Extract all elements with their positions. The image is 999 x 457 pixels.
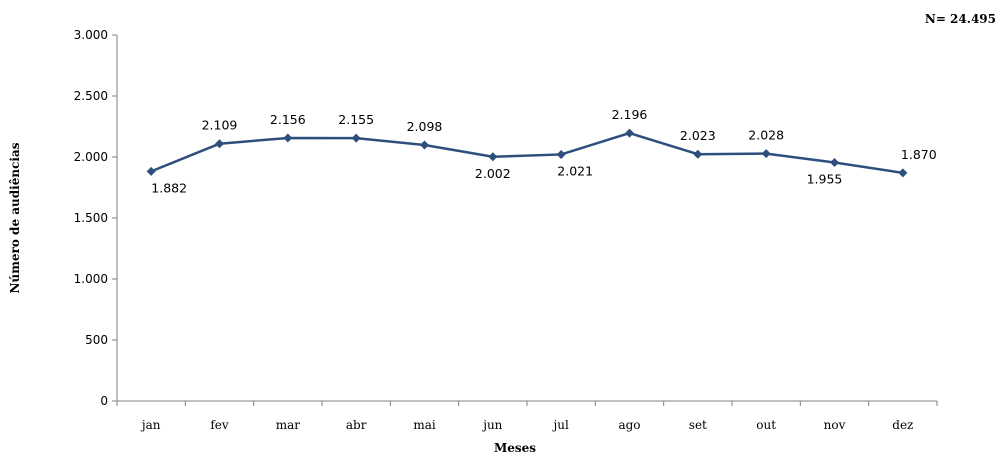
data-label: 1.870 (901, 147, 937, 162)
data-label: 2.098 (407, 119, 443, 134)
data-label: 2.155 (338, 112, 374, 127)
data-point-marker (761, 149, 771, 159)
data-label: 2.156 (270, 112, 306, 127)
data-label: 2.002 (475, 166, 511, 181)
y-tick-label: 2.500 (74, 89, 108, 103)
y-tick-label: 3.000 (74, 28, 108, 42)
y-tick-label: 2.000 (74, 150, 108, 164)
x-tick-label: jun (481, 418, 502, 432)
data-point-marker (625, 128, 634, 138)
y-tick-label: 1.500 (74, 211, 108, 225)
data-point-marker (146, 166, 156, 176)
data-label: 2.196 (612, 107, 648, 122)
data-point-marker (215, 139, 224, 149)
data-label: 2.021 (557, 163, 593, 178)
data-label: 1.955 (807, 171, 843, 186)
x-tick-label: out (756, 418, 776, 432)
data-point-marker (898, 168, 908, 178)
data-label: 2.109 (202, 118, 238, 133)
y-axis-title: Número de audiências (8, 142, 22, 293)
x-tick-label: nov (824, 418, 846, 432)
x-tick-label: fev (210, 418, 229, 432)
y-tick-label: 0 (100, 394, 108, 408)
data-point-marker (556, 149, 566, 159)
data-point-marker (420, 140, 429, 150)
y-tick-label: 1.000 (74, 272, 108, 286)
data-point-marker (488, 152, 498, 162)
x-tick-label: mai (413, 418, 436, 432)
y-tick-label: 500 (85, 333, 108, 347)
data-label: 2.023 (680, 128, 716, 143)
series-group (146, 128, 908, 178)
x-tick-label: jan (140, 418, 161, 432)
x-tick-label: dez (892, 418, 913, 432)
x-tick-label: set (689, 418, 707, 432)
data-point-marker (693, 149, 703, 159)
x-tick-label: jul (552, 418, 569, 432)
data-label: 1.882 (151, 180, 187, 195)
x-axis-title: Meses (494, 441, 536, 455)
x-axis-ticks: jan fev mar abr mai jun jul ago set out nov dez (116, 401, 938, 432)
x-tick-label: abr (346, 418, 367, 432)
data-point-marker (351, 133, 361, 143)
data-label: 2.028 (748, 128, 784, 143)
sample-size-note: N= 24.495 (925, 12, 996, 26)
x-tick-label: mar (276, 418, 301, 432)
data-point-marker (283, 133, 293, 143)
data-labels: 1.882 2.109 2.156 2.155 2.098 2.002 2.021 2.196… (151, 107, 936, 195)
series-line (150, 131, 904, 175)
x-tick-label: ago (618, 418, 640, 432)
data-point-marker (830, 157, 839, 167)
y-axis-ticks: 0 500 1.000 1.500 2.000 2.500 3.000 (74, 28, 117, 408)
chart-axes (116, 35, 937, 402)
